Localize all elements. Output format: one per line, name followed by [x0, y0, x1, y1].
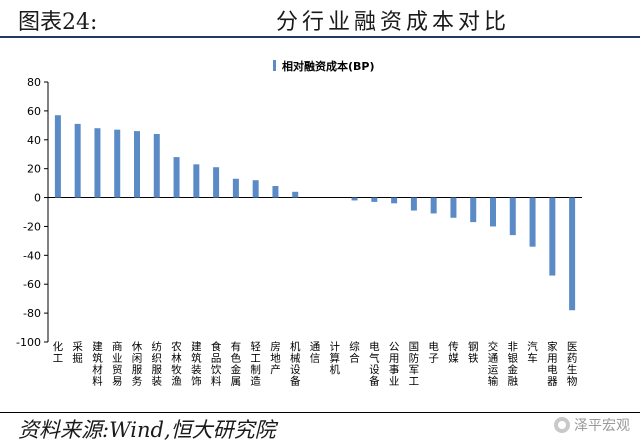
bar [252, 180, 259, 198]
x-category-label: 国防军工 [409, 341, 420, 388]
chart-area: 80 60 40 20 0 -20 -40 -60 -80 -100 化工 采掘 建筑材料 商业贸易 休闲服… [0, 40, 640, 413]
bar [153, 134, 160, 198]
bar [490, 197, 496, 227]
bar [529, 197, 536, 247]
x-category-label: 机械设备 [290, 340, 301, 388]
y-tick-label: 20 [27, 163, 41, 176]
x-category-label: 钢铁 [468, 340, 479, 365]
x-category-label: 商业贸易 [112, 340, 123, 388]
figure-header: 图表24: 分行业融资成本对比 [0, 0, 640, 38]
bar [509, 197, 516, 236]
y-tick-label: -40 [23, 249, 41, 262]
watermark-text: 泽平宏观 [574, 418, 630, 434]
y-tick-label: -80 [23, 307, 41, 320]
x-category-label: 化工 [53, 340, 64, 365]
y-tick-label: -60 [23, 278, 41, 291]
x-category-label: 建筑材料 [92, 340, 103, 388]
bar [94, 128, 101, 198]
bar [114, 129, 121, 198]
bar [74, 123, 81, 198]
x-category-label: 医药生物 [567, 341, 578, 388]
x-category-label: 农林牧渔 [171, 340, 182, 388]
figure-title: 分行业融资成本对比 [276, 10, 511, 35]
watermark-logo-icon [554, 417, 570, 433]
bar [549, 197, 556, 276]
x-category-label: 房地产 [270, 340, 281, 376]
bar [54, 115, 61, 198]
y-tick-label: -100 [16, 336, 41, 349]
bar [193, 164, 200, 198]
y-tick-label: 60 [27, 105, 41, 118]
bar [430, 197, 437, 214]
x-category-label: 建筑装饰 [191, 340, 202, 388]
x-category-label: 计算机 [330, 340, 341, 376]
x-category-label: 综合 [349, 340, 360, 365]
watermark: 泽平宏观 [554, 415, 630, 435]
bar [371, 197, 378, 202]
x-category-label: 通信 [310, 341, 321, 365]
bar [173, 157, 180, 198]
x-category-label: 非银金融 [508, 341, 519, 388]
bar [569, 197, 576, 311]
bar [410, 197, 417, 211]
x-category-label: 纺织服装 [152, 340, 163, 388]
x-category-label: 传媒 [448, 341, 459, 365]
bar [292, 191, 299, 198]
x-category-label: 公用事业 [389, 341, 400, 388]
legend-label: 相对融资成本(BP) [282, 59, 375, 73]
bar-chart: 80 60 40 20 0 -20 -40 -60 -80 -100 化工采掘建筑材料商业贸易休闲服… [16, 59, 582, 388]
x-category-label: 交通运输 [488, 340, 499, 388]
y-tick-label: -20 [23, 220, 41, 233]
figure-label: 图表24: [18, 10, 98, 35]
x-category-label: 汽车 [527, 340, 538, 365]
x-category-label: 休闲服务 [132, 341, 143, 388]
bar [134, 131, 140, 198]
bar [272, 186, 279, 198]
bar [391, 197, 398, 204]
x-category-label: 采掘 [72, 341, 83, 365]
bar [470, 197, 477, 223]
y-tick-label: 80 [27, 76, 41, 89]
y-tick-label: 40 [27, 134, 41, 147]
x-category-label: 家用电器 [547, 340, 558, 388]
bar [232, 178, 239, 198]
bar [351, 197, 358, 201]
x-category-label: 有色金属 [231, 340, 242, 388]
bar [213, 167, 220, 198]
legend-swatch [273, 60, 276, 71]
x-category-label: 轻工制造 [250, 340, 261, 388]
source-note: 资料来源:Wind,恒大研究院 [18, 418, 276, 442]
bar [450, 197, 457, 218]
y-tick-label: 0 [34, 192, 41, 205]
x-category-label: 电子 [428, 340, 439, 365]
x-category-label: 电气设备 [369, 340, 380, 388]
x-category-label: 食品饮料 [211, 340, 222, 388]
